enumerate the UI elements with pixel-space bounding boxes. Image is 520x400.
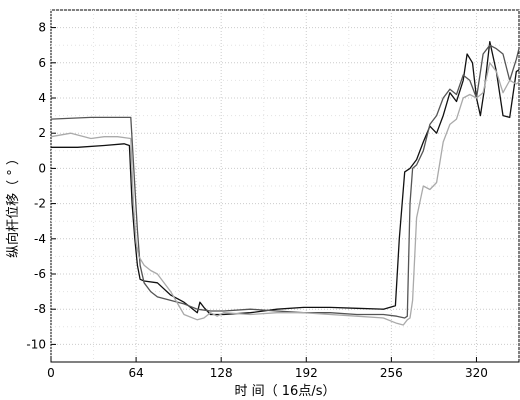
- series-line-2: [50, 44, 520, 319]
- series-layer: [50, 41, 520, 326]
- axis-ticks: 0 64 128 192 256 320 -10 -8 -6 -4 -2 0 2 4 6 8: [26, 21, 488, 380]
- y-tick-label: -6: [34, 267, 46, 281]
- series-line-1: [51, 41, 520, 316]
- x-tick-label: 192: [295, 366, 318, 380]
- y-axis-label: 纵向杆位移（ ° ）: [5, 152, 21, 258]
- y-tick-label: -4: [34, 232, 46, 246]
- x-axis-label: 时 间（ 16点/s）: [235, 384, 336, 399]
- x-tick-label: 64: [128, 366, 143, 380]
- y-tick-label: -8: [34, 302, 46, 316]
- y-tick-label: 2: [38, 126, 46, 140]
- y-tick-label: -2: [34, 197, 46, 211]
- y-tick-label: -10: [26, 337, 46, 351]
- y-tick-label: 4: [38, 91, 46, 105]
- grid: [50, 9, 520, 362]
- plot-area: [50, 9, 520, 363]
- x-tick-label: 128: [210, 366, 233, 380]
- x-tick-label: 256: [380, 366, 403, 380]
- x-tick-label: 320: [465, 366, 488, 380]
- y-tick-label: 0: [38, 161, 46, 175]
- series-line-3: [50, 62, 520, 326]
- x-tick-label: 0: [47, 366, 55, 380]
- y-tick-label: 8: [38, 21, 46, 35]
- y-tick-label: 6: [38, 56, 46, 70]
